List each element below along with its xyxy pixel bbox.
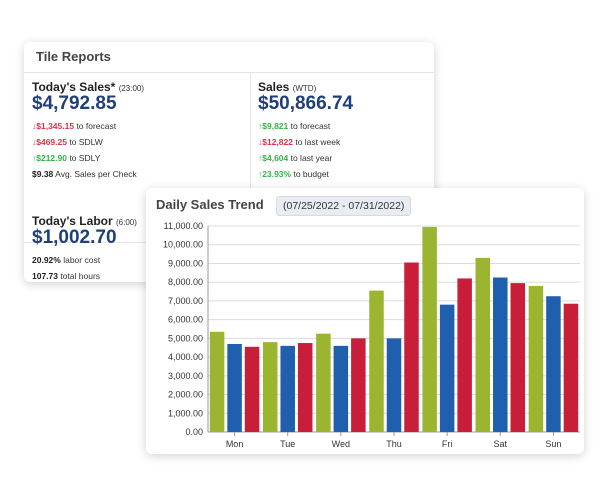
metric-row: ↑$4,604 to last year: [258, 153, 353, 163]
bar-mon-series-3: [244, 346, 260, 432]
x-category-label: Thu: [386, 439, 402, 449]
todays-sales-value: $4,792.85: [32, 93, 117, 114]
bar-sun-series-1: [528, 285, 544, 432]
sales-wtd-value: $50,866.74: [258, 93, 354, 114]
metric-amount: 107.73: [32, 271, 58, 281]
tile-reports-header: Tile Reports: [24, 42, 434, 73]
todays-sales-time: (23:00): [118, 84, 145, 93]
todays-labor-metrics: 20.92% labor cost 107.73 total hours: [32, 255, 137, 281]
metric-amount: ↓$469.25: [32, 137, 67, 147]
todays-labor-label: Today's Labor: [32, 214, 113, 228]
metric-text: to last week: [292, 137, 341, 147]
todays-labor-title: Today's Labor (6:00): [32, 214, 137, 228]
tile-divider-vertical: [250, 73, 251, 233]
metric-row: ↓$469.25 to SDLW: [32, 137, 144, 147]
bar-tue-series-2: [280, 345, 295, 432]
bar-thu-series-1: [369, 290, 384, 432]
metric-amount: ↑$4,604: [258, 153, 289, 163]
y-tick-label: 7,000.00: [168, 296, 203, 306]
metric-text: to SDLY: [66, 153, 101, 163]
y-tick-label: 6,000.00: [168, 315, 203, 325]
sales-wtd-metrics: ↑$9,821 to forecast ↓$12,822 to last week…: [258, 121, 353, 179]
metric-text: to last year: [288, 153, 333, 163]
y-tick-label: 0.00: [185, 427, 203, 437]
metric-amount: ↑$9,821: [258, 121, 289, 131]
chart-title: Daily Sales Trend: [156, 197, 264, 212]
bar-wed-series-3: [351, 338, 366, 432]
daily-sales-chart: 0.00 1,000.00 2,000.00 3,000.00 4,000.00 5,00…: [163, 222, 580, 449]
x-category-label: Mon: [226, 439, 244, 449]
metric-row: ↑$212.90 to SDLY: [32, 153, 144, 163]
bar-wed-series-2: [333, 345, 349, 432]
bar-sun-series-2: [546, 296, 561, 432]
metric-row: 20.92% labor cost: [32, 255, 137, 265]
metric-row: $9.38 Avg. Sales per Check: [32, 169, 144, 179]
chart-header: Daily Sales Trend (07/25/2022 - 07/31/20…: [146, 188, 584, 222]
bar-fri-series-3: [457, 278, 472, 432]
metric-amount: ↓$1,345.15: [32, 121, 75, 131]
x-category-label: Sat: [494, 439, 508, 449]
metric-text: total hours: [58, 271, 101, 281]
sales-wtd-period: (WTD): [292, 84, 317, 93]
y-tick-label: 4,000.00: [168, 352, 203, 362]
metric-text: to SDLW: [66, 137, 103, 147]
metric-row: 107.73 total hours: [32, 271, 137, 281]
metric-row: ↓$12,822 to last week: [258, 137, 353, 147]
todays-labor-tile[interactable]: Today's Labor (6:00) $1,002.70 20.92% la…: [32, 214, 137, 281]
metric-amount: $9.38: [32, 169, 54, 179]
sales-wtd-label: Sales: [258, 80, 290, 94]
bar-sun-series-3: [563, 303, 579, 432]
metric-text: to budget: [291, 169, 329, 179]
bar-tue-series-3: [297, 343, 313, 432]
bar-mon-series-1: [209, 331, 225, 432]
todays-sales-tile[interactable]: Today's Sales* (23:00) $4,792.85 ↓$1,345…: [32, 80, 144, 179]
y-tick-label: 1,000.00: [168, 408, 203, 418]
metric-amount: 20.92%: [32, 255, 61, 265]
todays-labor-value: $1,002.70: [32, 227, 117, 248]
y-tick-label: 5,000.00: [168, 333, 203, 343]
metric-text: Avg. Sales per Check: [53, 169, 137, 179]
bar-thu-series-3: [404, 262, 419, 432]
y-tick-label: 2,000.00: [168, 390, 203, 400]
bar-sat-series-3: [510, 283, 526, 432]
x-category-label: Tue: [280, 439, 295, 449]
bar-thu-series-2: [386, 338, 402, 432]
sales-wtd-tile[interactable]: Sales (WTD) $50,866.74 ↑$9,821 to foreca…: [258, 80, 353, 179]
metric-row: ↑$9,821 to forecast: [258, 121, 353, 131]
metric-amount: ↓$12,822: [258, 137, 293, 147]
bar-fri-series-1: [422, 226, 437, 432]
bar-sat-series-1: [475, 257, 491, 432]
y-tick-label: 3,000.00: [168, 371, 203, 381]
todays-labor-time: (6:00): [116, 218, 137, 227]
metric-row: ↓$1,345.15 to forecast: [32, 121, 144, 131]
x-category-label: Fri: [442, 439, 453, 449]
y-tick-label: 11,000.00: [164, 222, 203, 231]
bar-fri-series-2: [439, 304, 455, 432]
todays-sales-title: Today's Sales* (23:00): [32, 80, 144, 94]
date-range-selector[interactable]: (07/25/2022 - 07/31/2022): [276, 196, 412, 216]
y-tick-label: 9,000.00: [168, 258, 203, 268]
bar-wed-series-1: [316, 333, 331, 432]
metric-text: to forecast: [74, 121, 117, 131]
metric-row: ↑23.93% to budget: [258, 169, 353, 179]
todays-sales-metrics: ↓$1,345.15 to forecast ↓$469.25 to SDLW ↑$…: [32, 121, 144, 179]
metric-amount: ↑23.93%: [258, 169, 292, 179]
bar-tue-series-1: [262, 342, 278, 432]
y-tick-label: 10,000.00: [163, 240, 203, 250]
daily-sales-trend-card: Daily Sales Trend (07/25/2022 - 07/31/20…: [146, 188, 584, 454]
bar-sat-series-2: [493, 277, 508, 432]
metric-amount: ↑$212.90: [32, 153, 67, 163]
x-category-label: Wed: [332, 439, 350, 449]
y-tick-label: 8,000.00: [168, 277, 203, 287]
todays-sales-label: Today's Sales*: [32, 80, 116, 94]
sales-wtd-title: Sales (WTD): [258, 80, 353, 94]
x-category-label: Sun: [545, 439, 561, 449]
metric-text: to forecast: [288, 121, 331, 131]
metric-text: labor cost: [60, 255, 101, 265]
bar-mon-series-2: [227, 343, 242, 432]
